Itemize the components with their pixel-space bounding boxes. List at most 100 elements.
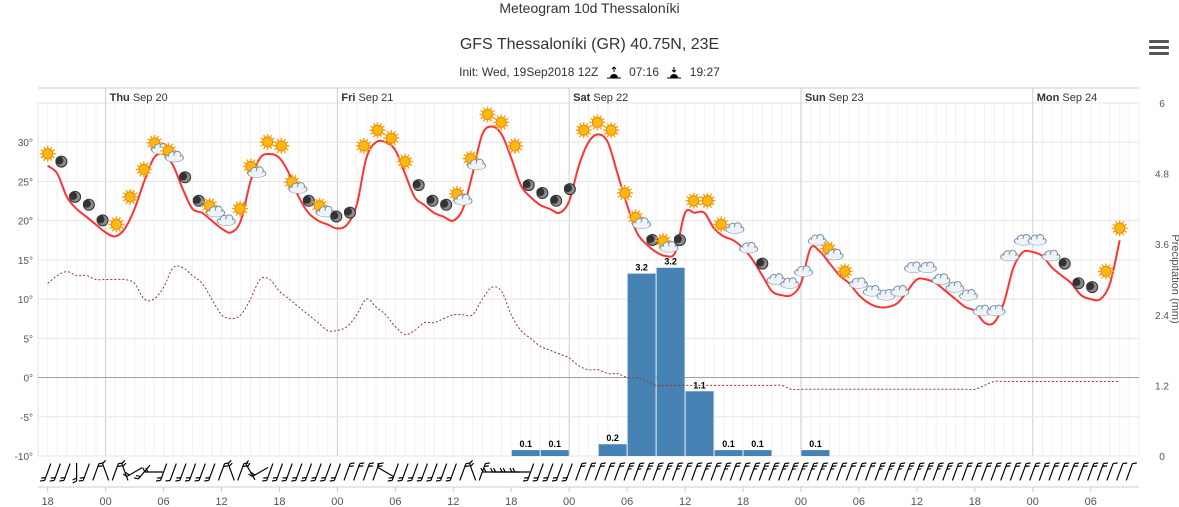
hour-tick-label: 12: [911, 496, 923, 507]
chart-title: Meteogram 10d Thessaloníki: [499, 0, 680, 16]
weather-moon-icon: [1072, 277, 1085, 290]
precipitation-tick-label: 3.6: [1155, 240, 1169, 251]
wind-barb-icon: [262, 463, 274, 482]
dewpoint-line: [47, 265, 1120, 391]
temperature-tick-label: 15°: [18, 256, 33, 267]
wind-barb-icon: [884, 462, 896, 481]
wind-barb-icon: [797, 462, 809, 481]
weather-cloud-icon: [986, 304, 1006, 317]
wind-barb-icon: [971, 462, 983, 481]
weather-moon-icon: [646, 234, 659, 246]
wind-barb-icon: [864, 462, 877, 481]
wind-barb-icon: [353, 462, 365, 481]
day-label: Fri Sep 21: [341, 92, 393, 104]
weather-cloud-icon: [780, 277, 800, 289]
wind-barb-icon: [1000, 462, 1012, 481]
wind-barb-icon: [768, 462, 780, 481]
wind-barb-icon: [320, 463, 332, 482]
hour-tick-label: 12: [679, 496, 691, 507]
temperature-line: [47, 125, 1121, 326]
weather-moon-icon: [1058, 257, 1071, 270]
weather-moon-icon: [522, 179, 535, 192]
wind-barb-icon: [407, 463, 419, 482]
wind-barb-icon: [642, 462, 654, 481]
weather-cloud-icon: [890, 285, 910, 297]
hour-tick-label: 18: [737, 496, 749, 507]
weather-partly-cloudy-icon: [462, 150, 487, 171]
sunset-icon: [666, 65, 682, 79]
wind-barb-icon: [78, 463, 90, 482]
precipitation-bar: [511, 450, 540, 456]
day-label: Thu Sep 20: [110, 92, 168, 104]
wind-barb-icon: [729, 462, 741, 481]
hamburger-menu-icon[interactable]: [1149, 40, 1169, 56]
weather-moon-icon: [550, 194, 563, 207]
weather-sun-icon: [1097, 263, 1114, 280]
hour-tick-label: 18: [42, 496, 54, 507]
weather-cloud-icon: [931, 273, 951, 285]
weather-cloud-icon: [876, 289, 896, 301]
precipitation-label: 0.2: [606, 433, 619, 443]
wind-barb-icon: [245, 460, 256, 481]
wind-barb-icon: [1116, 462, 1128, 481]
wind-barb-icon: [855, 462, 867, 481]
day-label-date: Sep 24: [1059, 92, 1097, 104]
wind-barb-icon: [445, 463, 457, 482]
wind-barb-icon: [281, 463, 293, 482]
hour-tick-label: 06: [389, 496, 401, 507]
wind-barb-icon: [122, 466, 143, 478]
weather-partly-cloudy-icon: [449, 185, 473, 206]
weather-sun-icon: [397, 153, 413, 170]
weather-sun-icon: [232, 200, 249, 217]
weather-cloud-icon: [959, 289, 978, 301]
wind-barb-icon: [835, 462, 848, 481]
weather-sun-icon: [39, 145, 56, 162]
weather-sun-icon: [355, 137, 372, 154]
wind-barb-icon: [121, 459, 129, 481]
temperature-tick-label: -10°: [15, 452, 33, 463]
weather-cloud-icon: [216, 214, 236, 226]
weather-moon-icon: [426, 194, 439, 207]
wind-barb-icon: [1077, 462, 1089, 481]
wind-barb-icon: [40, 463, 52, 482]
wind-barb-icon: [291, 463, 303, 482]
precipitation-tick-label: 6: [1159, 99, 1165, 110]
weather-cloud-icon: [739, 241, 759, 254]
wind-barb-icon: [532, 463, 544, 482]
wind-barb-icon: [184, 463, 197, 482]
weather-moon-icon: [302, 194, 315, 207]
wind-barb-icon: [633, 462, 645, 481]
precipitation-label: 0.1: [519, 439, 532, 449]
weather-sun-icon: [259, 134, 276, 150]
wind-barb-icon: [913, 462, 925, 481]
wind-barb-icon: [523, 463, 535, 482]
precipitation-axis-title: Precipitation (mm): [1169, 234, 1179, 323]
weather-sun-icon: [685, 192, 702, 209]
weather-cloud-icon: [849, 277, 868, 289]
wind-barb-icon: [1038, 462, 1050, 481]
wind-barb-icon: [194, 463, 206, 482]
sunrise-time: 07:16: [629, 65, 660, 79]
wind-barb-icon: [1048, 462, 1060, 481]
wind-barb-icon: [1009, 462, 1021, 481]
temperature-tick-label: 30°: [18, 138, 33, 149]
precipitation-bar: [743, 450, 772, 456]
weather-moon-icon: [82, 198, 95, 211]
wind-barb-icon: [271, 463, 284, 482]
precipitation-tick-label: 2.4: [1155, 311, 1169, 322]
weather-moon-icon: [69, 190, 82, 203]
wind-barb-icon: [671, 462, 683, 481]
weather-sun-icon: [603, 122, 620, 139]
wind-barb-icon: [710, 462, 722, 481]
weather-cloud-icon: [807, 234, 827, 246]
weather-moon-icon: [756, 257, 769, 270]
hour-tick-label: 06: [853, 496, 865, 507]
weather-moon-icon: [563, 183, 576, 196]
wind-barb-icon: [720, 462, 732, 481]
weather-moon-icon: [536, 187, 549, 199]
wind-barb-icon: [826, 462, 838, 481]
sunset-time: 19:27: [689, 65, 720, 79]
precipitation-label: 0.1: [809, 439, 822, 449]
wind-barb-icon: [377, 462, 394, 478]
wind-barb-icon: [1087, 462, 1099, 481]
